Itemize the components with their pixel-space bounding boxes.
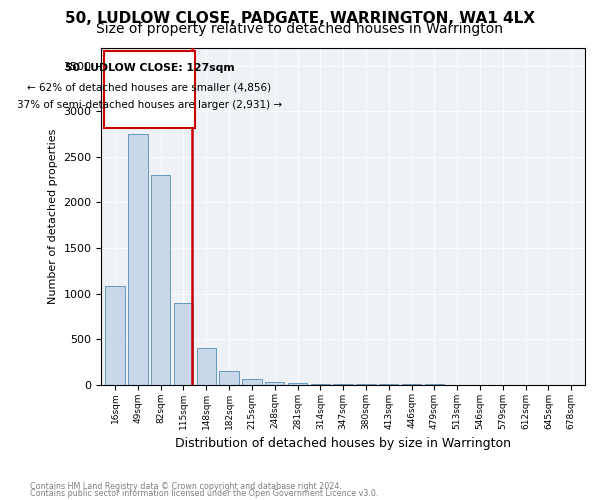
Text: Size of property relative to detached houses in Warrington: Size of property relative to detached ho… xyxy=(97,22,503,36)
Text: ← 62% of detached houses are smaller (4,856): ← 62% of detached houses are smaller (4,… xyxy=(28,82,271,92)
Bar xyxy=(151,175,170,384)
Text: 50, LUDLOW CLOSE, PADGATE, WARRINGTON, WA1 4LX: 50, LUDLOW CLOSE, PADGATE, WARRINGTON, W… xyxy=(65,11,535,26)
X-axis label: Distribution of detached houses by size in Warrington: Distribution of detached houses by size … xyxy=(175,437,511,450)
Bar xyxy=(265,382,284,384)
Text: Contains public sector information licensed under the Open Government Licence v3: Contains public sector information licen… xyxy=(30,489,379,498)
Y-axis label: Number of detached properties: Number of detached properties xyxy=(48,128,58,304)
Text: 50 LUDLOW CLOSE: 127sqm: 50 LUDLOW CLOSE: 127sqm xyxy=(65,63,234,73)
Bar xyxy=(220,370,239,384)
Text: 37% of semi-detached houses are larger (2,931) →: 37% of semi-detached houses are larger (… xyxy=(17,100,282,110)
Bar xyxy=(242,379,262,384)
Text: Contains HM Land Registry data © Crown copyright and database right 2024.: Contains HM Land Registry data © Crown c… xyxy=(30,482,342,491)
Bar xyxy=(174,302,193,384)
Bar xyxy=(128,134,148,384)
Bar xyxy=(106,286,125,384)
FancyBboxPatch shape xyxy=(104,51,195,128)
Bar xyxy=(197,348,216,385)
